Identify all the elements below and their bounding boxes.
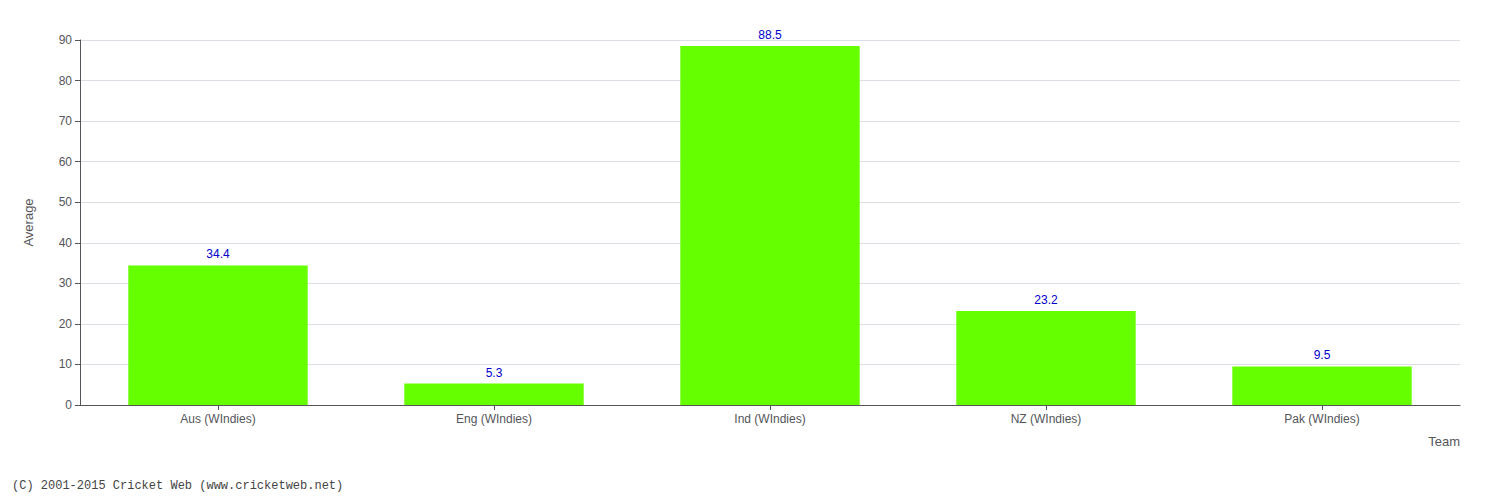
svg-text:NZ (WIndies): NZ (WIndies) [1011,412,1082,426]
svg-text:9.5: 9.5 [1314,348,1331,362]
svg-text:50: 50 [59,195,73,209]
svg-text:23.2: 23.2 [1034,293,1058,307]
svg-text:40: 40 [59,236,73,250]
svg-text:20: 20 [59,317,73,331]
svg-text:Pak (WIndies): Pak (WIndies) [1284,412,1359,426]
svg-text:60: 60 [59,155,73,169]
svg-text:Average: Average [21,198,36,246]
svg-text:80: 80 [59,74,73,88]
svg-text:0: 0 [65,398,72,412]
svg-text:Team: Team [1428,434,1460,449]
svg-text:10: 10 [59,357,73,371]
svg-text:Ind (WIndies): Ind (WIndies) [734,412,805,426]
svg-text:Aus (WIndies): Aus (WIndies) [180,412,255,426]
svg-text:88.5: 88.5 [758,28,782,42]
svg-text:34.4: 34.4 [206,247,230,261]
svg-text:70: 70 [59,114,73,128]
svg-text:Eng (WIndies): Eng (WIndies) [456,412,532,426]
svg-text:(C) 2001-2015 Cricket Web (www: (C) 2001-2015 Cricket Web (www.cricketwe… [12,479,343,493]
svg-text:5.3: 5.3 [486,366,503,380]
svg-text:30: 30 [59,276,73,290]
svg-text:90: 90 [59,33,73,47]
